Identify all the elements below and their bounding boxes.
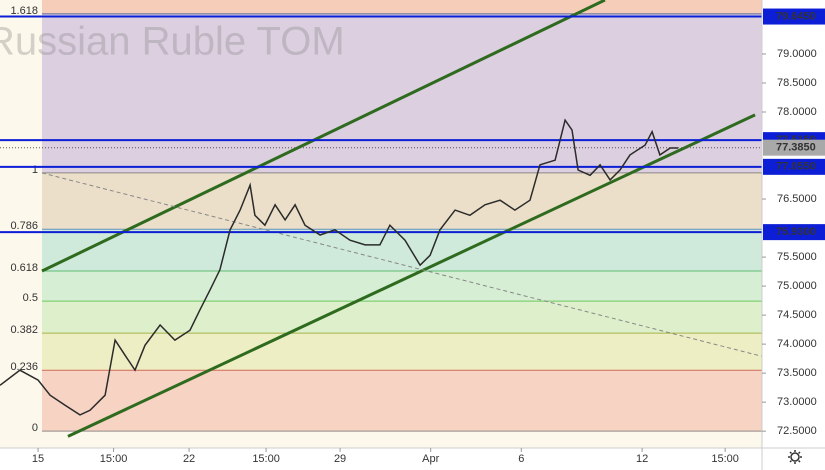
fib-band (41, 0, 762, 14)
trend-line (67, 113, 756, 438)
price-box (763, 158, 825, 175)
y-tick-label: 76.5000 (777, 193, 817, 205)
y-tick-label: 73.5000 (777, 367, 817, 379)
x-tick-label: 15:00 (252, 453, 280, 465)
fib-label: 0 (32, 422, 38, 434)
trend-line (41, 172, 762, 357)
fib-label: 1.618 (10, 5, 38, 17)
watermark: Russian Ruble TOM (0, 20, 345, 64)
y-tick-label: 78.0000 (777, 106, 817, 118)
y-tick-label: 74.0000 (777, 338, 817, 350)
y-tick-label: 73.0000 (777, 396, 817, 408)
y-tick-label: 75.5000 (777, 251, 817, 263)
y-tick-label: 78.5000 (777, 77, 817, 89)
fib-label: 0.786 (10, 220, 38, 232)
price-box (763, 8, 825, 25)
fib-band (41, 271, 762, 302)
y-tick-label: 74.5000 (777, 309, 817, 321)
x-tick-label: 6 (518, 453, 524, 465)
x-tick-label: Apr (422, 453, 439, 465)
fib-band (41, 370, 762, 432)
y-tick-label: 75.0000 (777, 280, 817, 292)
fib-band (41, 172, 762, 230)
price-box (763, 139, 825, 156)
x-tick-label: 15:00 (100, 453, 128, 465)
x-tick-label: 12 (636, 453, 648, 465)
price-box-label: 75.9300 (776, 226, 816, 238)
y-tick-label: 79.0000 (777, 48, 817, 60)
price-box-label: 79.6450 (776, 10, 816, 22)
fib-label: 0.5 (23, 292, 38, 304)
price-box (763, 224, 825, 241)
x-tick-label: 15 (32, 453, 44, 465)
price-box-label: 77.3850 (776, 142, 816, 154)
x-tick-label: 22 (183, 453, 195, 465)
fib-band (41, 333, 762, 371)
trend-line (41, 0, 606, 273)
fib-label: 1 (32, 164, 38, 176)
plot-area: 1.618 1 0.786 0.618 0.5 0.382 0.236 0 Russian Ru… (0, 0, 762, 438)
fib-label: 0.382 (10, 324, 38, 336)
settings-icon[interactable] (788, 450, 802, 464)
x-tick-label: 29 (334, 453, 346, 465)
fib-label: 0.236 (10, 361, 38, 373)
price-line (0, 118, 678, 416)
fib-label: 0.618 (10, 262, 38, 274)
x-tick-label: 15:00 (711, 453, 739, 465)
x-axis-bg (0, 448, 762, 470)
price-box-label: 77.0550 (776, 161, 816, 173)
axes: 72.5000 73.0000 73.5000 74.0000 74.5000 75.00… (32, 8, 825, 465)
y-tick-label: 72.5000 (777, 425, 817, 437)
